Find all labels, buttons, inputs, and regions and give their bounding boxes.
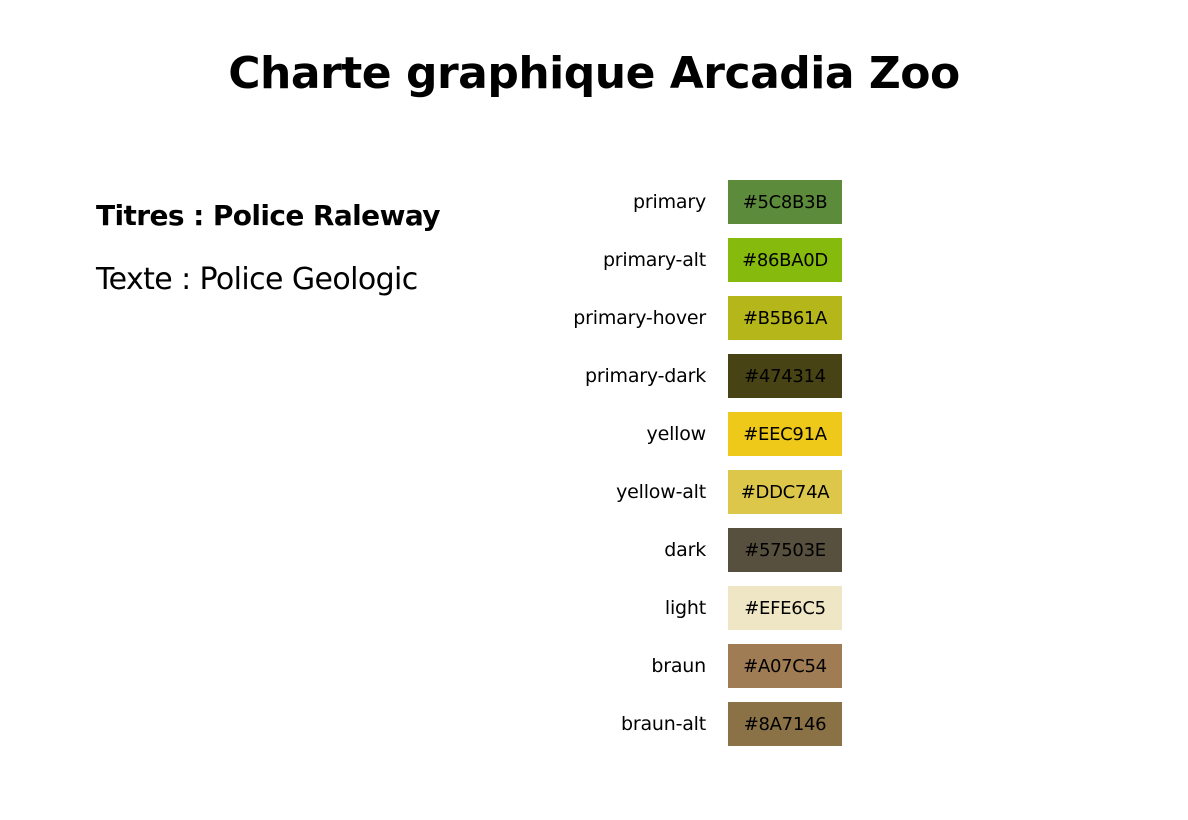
swatch-row-primary-dark: primary-dark #474314 [540,354,850,398]
swatch-row-braun: braun #A07C54 [540,644,850,688]
color-swatch: #A07C54 [728,644,842,688]
swatch-row-light: light #EFE6C5 [540,586,850,630]
swatch-row-braun-alt: braun-alt #8A7146 [540,702,850,746]
swatch-name: primary-dark [585,365,706,387]
swatch-row-yellow-alt: yellow-alt #DDC74A [540,470,850,514]
color-swatch: #57503E [728,528,842,572]
swatch-name: braun-alt [620,713,706,735]
titles-font-label: Titres : Police Raleway [96,199,441,232]
swatch-name: braun [651,655,706,677]
color-swatch: #EFE6C5 [728,586,842,630]
swatch-name: primary-alt [602,249,706,271]
swatch-name: yellow-alt [616,481,706,503]
color-palette: primary #5C8B3B primary-alt #86BA0D prim… [540,180,850,760]
font-info: Titres : Police Raleway Texte : Police G… [96,194,441,302]
color-swatch: #5C8B3B [728,180,842,224]
swatch-name: yellow [646,423,707,445]
color-swatch: #DDC74A [728,470,842,514]
swatch-row-primary-alt: primary-alt #86BA0D [540,238,850,282]
color-swatch: #EEC91A [728,412,842,456]
color-swatch: #B5B61A [728,296,842,340]
color-swatch: #474314 [728,354,842,398]
swatch-row-primary-hover: primary-hover #B5B61A [540,296,850,340]
swatch-row-yellow: yellow #EEC91A [540,412,850,456]
swatch-name: primary-hover [573,307,706,329]
page-title: Charte graphique Arcadia Zoo [228,48,960,99]
swatch-row-dark: dark #57503E [540,528,850,572]
swatch-name: light [664,597,706,619]
swatch-name: primary [633,191,706,213]
swatch-row-primary: primary #5C8B3B [540,180,850,224]
text-font-label: Texte : Police Geologic [96,262,418,297]
color-swatch: #86BA0D [728,238,842,282]
color-swatch: #8A7146 [728,702,842,746]
swatch-name: dark [664,539,706,561]
